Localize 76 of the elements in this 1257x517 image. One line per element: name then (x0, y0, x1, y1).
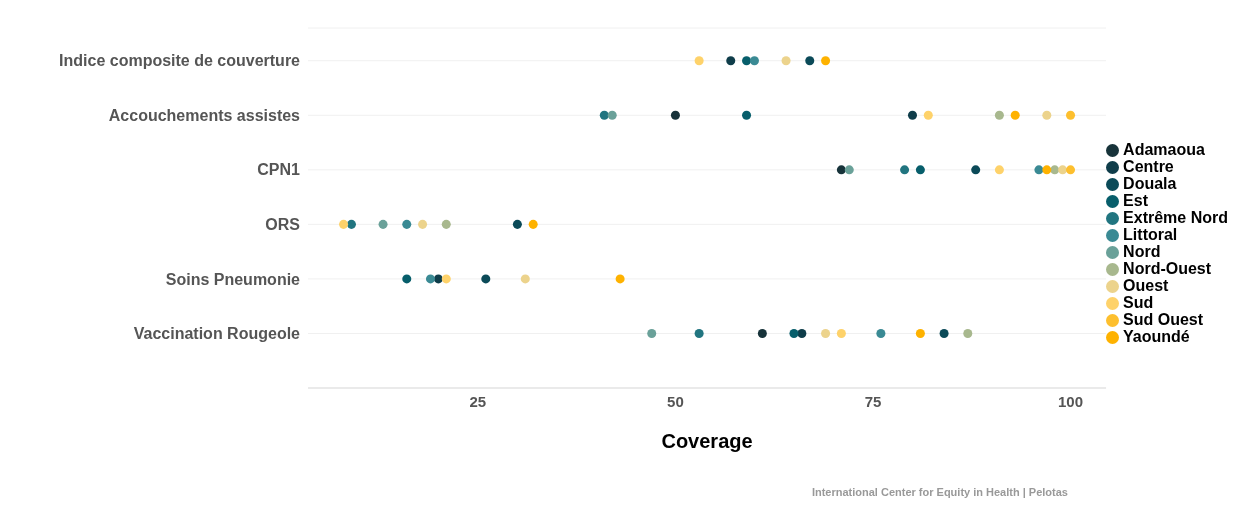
point (742, 110, 752, 120)
point (836, 328, 846, 338)
point (1058, 165, 1068, 175)
legend-label: Extrême Nord (1123, 209, 1228, 226)
point (994, 165, 1004, 175)
legend-label: Ouest (1123, 277, 1169, 294)
legend-label: Centre (1123, 158, 1174, 175)
point (1066, 165, 1076, 175)
point (441, 219, 451, 229)
point (402, 274, 412, 284)
point (694, 56, 704, 66)
point (647, 328, 657, 338)
y-tick-label: ORS (265, 216, 301, 234)
y-tick-label: Soins Pneumonie (165, 270, 301, 288)
point (441, 274, 451, 284)
point (607, 110, 617, 120)
point (481, 274, 491, 284)
y-tick-label: Indice composite de couverture (59, 52, 301, 70)
point (425, 274, 435, 284)
point (939, 328, 949, 338)
point (418, 219, 428, 229)
point (915, 165, 925, 175)
legend-label: Littoral (1123, 226, 1178, 243)
point (789, 328, 799, 338)
point (781, 56, 791, 66)
point (1042, 110, 1052, 120)
x-tick-label: 75 (864, 392, 882, 410)
point (805, 56, 815, 66)
point (670, 110, 680, 120)
x-axis-title: Coverage (661, 430, 753, 452)
point (907, 110, 917, 120)
legend-label: Est (1123, 192, 1148, 209)
x-tick-label: 50 (667, 392, 684, 410)
point (994, 110, 1004, 120)
point (749, 56, 759, 66)
legend-label: Yaoundé (1123, 328, 1190, 345)
point (923, 110, 933, 120)
point (512, 219, 522, 229)
point (900, 165, 910, 175)
point (915, 328, 925, 338)
point (1066, 110, 1076, 120)
point (528, 219, 538, 229)
point (346, 219, 356, 229)
point (821, 328, 831, 338)
point (694, 328, 704, 338)
legend-label: Sud Ouest (1123, 311, 1204, 328)
point (742, 56, 752, 66)
point (844, 165, 854, 175)
y-tick-label: Accouchements assistes (108, 106, 301, 124)
x-tick-label: 25 (469, 392, 487, 410)
legend-label: Adamaoua (1123, 141, 1205, 158)
point (963, 328, 973, 338)
point (520, 274, 530, 284)
point (1010, 110, 1020, 120)
legend-label: Nord (1123, 243, 1161, 260)
point (876, 328, 886, 338)
point (1042, 165, 1052, 175)
point (339, 219, 349, 229)
y-tick-label: Vaccination Rougeole (133, 325, 301, 343)
legend-label: Sud (1123, 294, 1154, 311)
point (971, 165, 981, 175)
point (797, 328, 807, 338)
point (821, 56, 831, 66)
x-tick-label: 100 (1058, 392, 1084, 410)
point (378, 219, 388, 229)
point (402, 219, 412, 229)
text: International Center for Equity in Health | Pelotas (811, 486, 1068, 498)
y-tick-label: CPN1 (257, 161, 301, 179)
point (757, 328, 767, 338)
point (599, 110, 609, 120)
legend-label: Nord-Ouest (1123, 260, 1212, 277)
point (726, 56, 736, 66)
point (1034, 165, 1044, 175)
legend-label: Douala (1123, 175, 1177, 192)
point (615, 274, 625, 284)
point (836, 165, 846, 175)
